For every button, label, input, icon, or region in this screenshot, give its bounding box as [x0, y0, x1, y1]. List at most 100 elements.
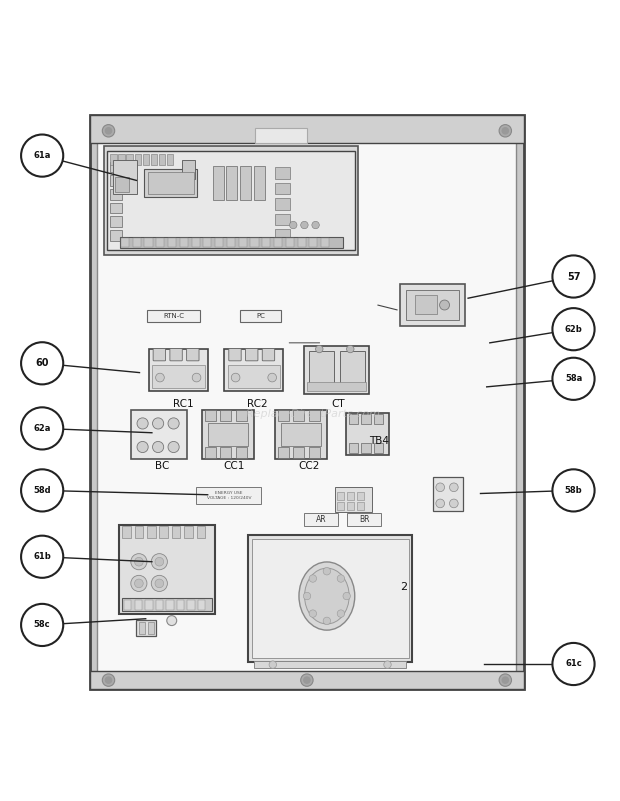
- FancyBboxPatch shape: [275, 167, 290, 179]
- FancyBboxPatch shape: [349, 414, 358, 424]
- Text: 58a: 58a: [565, 374, 582, 384]
- FancyBboxPatch shape: [184, 525, 193, 538]
- FancyBboxPatch shape: [246, 348, 258, 360]
- FancyBboxPatch shape: [182, 160, 195, 179]
- FancyBboxPatch shape: [152, 364, 205, 388]
- FancyBboxPatch shape: [335, 487, 372, 512]
- FancyBboxPatch shape: [213, 166, 224, 200]
- Circle shape: [343, 592, 350, 600]
- Circle shape: [502, 677, 508, 683]
- FancyBboxPatch shape: [110, 216, 122, 227]
- FancyBboxPatch shape: [122, 598, 212, 611]
- FancyBboxPatch shape: [167, 154, 173, 165]
- FancyBboxPatch shape: [374, 414, 383, 424]
- Circle shape: [137, 441, 148, 453]
- FancyBboxPatch shape: [262, 348, 275, 360]
- Circle shape: [436, 483, 445, 492]
- FancyBboxPatch shape: [147, 525, 156, 538]
- FancyBboxPatch shape: [337, 502, 344, 510]
- Text: 57: 57: [567, 272, 580, 281]
- Circle shape: [153, 441, 164, 453]
- FancyBboxPatch shape: [113, 160, 137, 194]
- Circle shape: [168, 441, 179, 453]
- Circle shape: [135, 557, 143, 566]
- FancyBboxPatch shape: [250, 238, 259, 247]
- FancyBboxPatch shape: [347, 502, 354, 510]
- FancyBboxPatch shape: [198, 600, 205, 610]
- Circle shape: [131, 575, 147, 591]
- FancyBboxPatch shape: [304, 346, 369, 394]
- FancyBboxPatch shape: [275, 229, 290, 240]
- FancyBboxPatch shape: [248, 535, 412, 662]
- FancyBboxPatch shape: [148, 172, 194, 194]
- FancyBboxPatch shape: [180, 238, 188, 247]
- Circle shape: [552, 358, 595, 400]
- FancyBboxPatch shape: [139, 622, 145, 634]
- Text: 58c: 58c: [34, 621, 50, 630]
- FancyBboxPatch shape: [309, 351, 334, 389]
- FancyBboxPatch shape: [293, 447, 304, 457]
- Circle shape: [552, 643, 595, 685]
- FancyBboxPatch shape: [347, 513, 381, 526]
- FancyBboxPatch shape: [275, 183, 290, 194]
- FancyBboxPatch shape: [159, 525, 168, 538]
- Text: 61c: 61c: [565, 659, 582, 669]
- FancyBboxPatch shape: [196, 487, 261, 504]
- Circle shape: [436, 499, 445, 508]
- Circle shape: [312, 221, 319, 229]
- FancyBboxPatch shape: [346, 413, 389, 455]
- Circle shape: [102, 125, 115, 137]
- FancyBboxPatch shape: [275, 214, 290, 225]
- FancyBboxPatch shape: [252, 539, 409, 658]
- FancyBboxPatch shape: [337, 492, 344, 500]
- Circle shape: [304, 677, 310, 683]
- FancyBboxPatch shape: [110, 189, 122, 199]
- Text: BC: BC: [155, 461, 170, 471]
- Text: eReplaceDirectParts.com: eReplaceDirectParts.com: [239, 409, 381, 419]
- FancyBboxPatch shape: [153, 348, 166, 360]
- Circle shape: [105, 127, 112, 134]
- Circle shape: [137, 418, 148, 429]
- FancyBboxPatch shape: [135, 154, 141, 165]
- Text: TB4: TB4: [370, 436, 389, 446]
- Circle shape: [552, 256, 595, 298]
- Circle shape: [347, 345, 354, 352]
- FancyBboxPatch shape: [340, 351, 365, 389]
- FancyBboxPatch shape: [220, 410, 231, 421]
- FancyBboxPatch shape: [356, 502, 364, 510]
- Circle shape: [309, 610, 317, 618]
- FancyBboxPatch shape: [156, 238, 164, 247]
- FancyBboxPatch shape: [356, 492, 364, 500]
- Text: BR: BR: [359, 515, 370, 524]
- FancyBboxPatch shape: [90, 115, 524, 689]
- FancyBboxPatch shape: [240, 310, 280, 322]
- FancyBboxPatch shape: [293, 410, 304, 421]
- Circle shape: [231, 373, 240, 382]
- Circle shape: [502, 127, 508, 134]
- Text: 62a: 62a: [33, 424, 51, 433]
- FancyBboxPatch shape: [144, 169, 197, 197]
- FancyBboxPatch shape: [120, 237, 343, 248]
- Circle shape: [21, 604, 63, 646]
- Circle shape: [155, 579, 164, 588]
- FancyBboxPatch shape: [298, 238, 306, 247]
- FancyBboxPatch shape: [197, 525, 205, 538]
- Text: CT: CT: [331, 399, 345, 409]
- FancyBboxPatch shape: [144, 238, 153, 247]
- FancyBboxPatch shape: [135, 525, 143, 538]
- Circle shape: [135, 579, 143, 588]
- FancyBboxPatch shape: [110, 230, 122, 240]
- FancyBboxPatch shape: [202, 410, 254, 460]
- FancyBboxPatch shape: [255, 127, 307, 143]
- FancyBboxPatch shape: [224, 349, 283, 391]
- Circle shape: [102, 674, 115, 686]
- FancyBboxPatch shape: [110, 175, 122, 186]
- FancyBboxPatch shape: [400, 284, 465, 326]
- Circle shape: [131, 553, 147, 570]
- FancyBboxPatch shape: [118, 154, 125, 165]
- Circle shape: [303, 592, 311, 600]
- Circle shape: [301, 674, 313, 686]
- Circle shape: [156, 373, 164, 382]
- FancyBboxPatch shape: [349, 443, 358, 453]
- Circle shape: [552, 308, 595, 350]
